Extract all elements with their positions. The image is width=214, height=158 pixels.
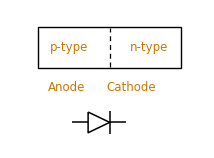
Text: n-type: n-type — [129, 41, 168, 54]
Text: Anode: Anode — [48, 81, 85, 94]
Text: Cathode: Cathode — [106, 81, 156, 94]
Text: p-type: p-type — [50, 41, 88, 54]
Bar — [38, 27, 181, 68]
